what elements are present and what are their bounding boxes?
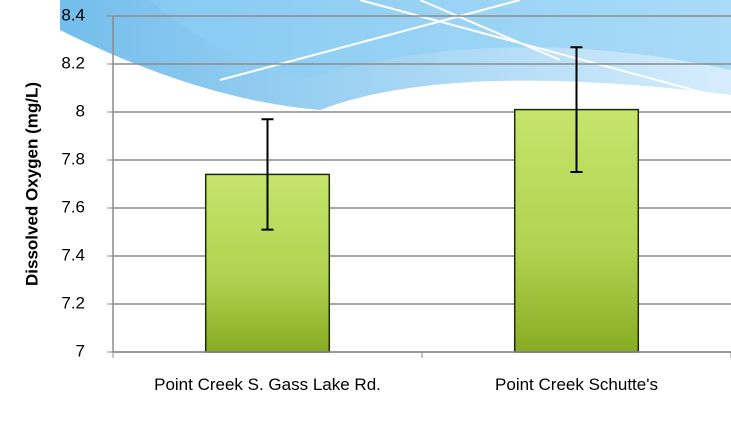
y-tick-label: 8.4 (61, 5, 85, 24)
background-swoosh (60, 0, 731, 110)
error-bar (570, 46, 583, 173)
y-tick-label: 7 (76, 341, 85, 360)
y-axis-title: Dissolved Oxygen (mg/L) (22, 82, 41, 286)
y-tick-label: 7.6 (61, 197, 85, 216)
y-tick-label: 7.8 (61, 149, 85, 168)
y-tick-label: 7.4 (61, 245, 85, 264)
x-tick-label: Point Creek S. Gass Lake Rd. (154, 375, 381, 394)
error-bar (261, 118, 274, 231)
y-tick-label: 7.2 (61, 293, 85, 312)
y-tick-label: 8 (76, 101, 85, 120)
y-tick-label: 8.2 (61, 53, 85, 72)
x-tick-label: Point Creek Schutte's (495, 375, 658, 394)
